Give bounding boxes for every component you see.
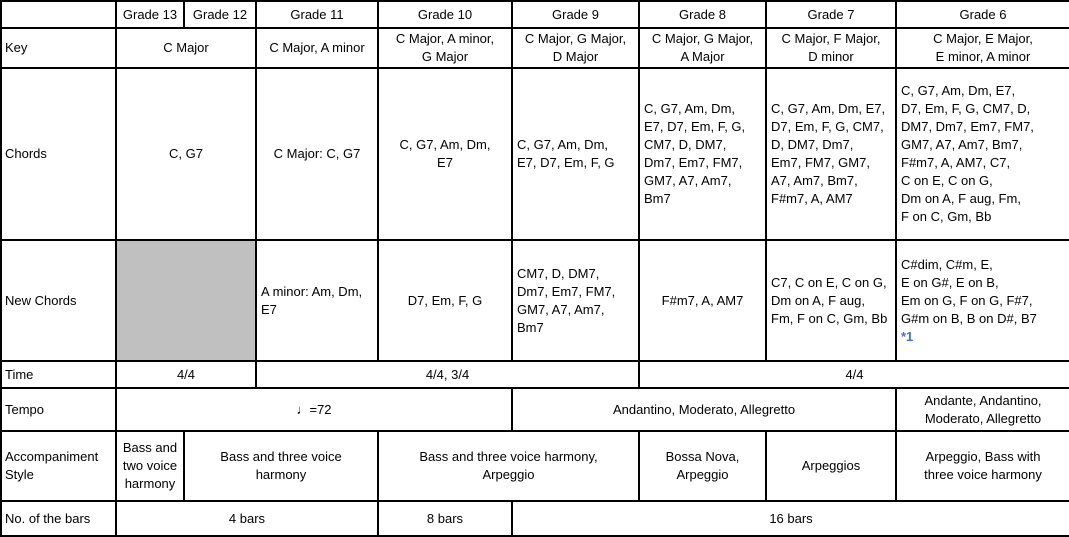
cell-accomp-g10-g9: Bass and three voice harmony, Arpeggio — [377, 430, 640, 502]
row-label-time: Time — [0, 360, 117, 389]
cell-new-chords-g13-g12-empty — [115, 239, 257, 362]
row-label-tempo: Tempo — [0, 387, 117, 432]
cell-chords-g9: C, G7, Am, Dm, E7, D7, Em, F, G — [511, 67, 640, 241]
cell-accomp-g6: Arpeggio, Bass with three voice harmony — [895, 430, 1069, 502]
cell-bars-g10: 8 bars — [377, 500, 513, 537]
row-label-number-of-bars: No. of the bars — [0, 500, 117, 537]
header-grade-10: Grade 10 — [377, 0, 513, 29]
cell-chords-g13-g12: C, G7 — [115, 67, 257, 241]
new-chords-g6-text: C#dim, C#m, E, E on G#, E on B, Em on G,… — [901, 256, 1037, 326]
cell-chords-g6: C, G7, Am, Dm, E7, D7, Em, F, G, CM7, D,… — [895, 67, 1069, 241]
cell-accomp-g8: Bossa Nova, Arpeggio — [638, 430, 767, 502]
header-grade-11: Grade 11 — [255, 0, 379, 29]
cell-accomp-g13: Bass and two voice harmony — [115, 430, 185, 502]
cell-new-chords-g9: CM7, D, DM7, Dm7, Em7, FM7, GM7, A7, Am7… — [511, 239, 640, 362]
cell-bars-g13-g11: 4 bars — [115, 500, 379, 537]
footnote-ref-1: *1 — [901, 328, 914, 344]
cell-key-g6: C Major, E Major, E minor, A minor — [895, 27, 1069, 69]
table-row-header: Grade 13 Grade 12 Grade 11 Grade 10 Grad… — [0, 0, 1069, 29]
cell-key-g10: C Major, A minor, G Major — [377, 27, 513, 69]
cell-key-g11: C Major, A minor — [255, 27, 379, 69]
table-row-number-of-bars: No. of the bars 4 bars 8 bars 16 bars — [0, 500, 1069, 537]
row-label-new-chords: New Chords — [0, 239, 117, 362]
cell-bars-g9-g6: 16 bars — [511, 500, 1069, 537]
header-grade-6: Grade 6 — [895, 0, 1069, 29]
cell-time-g11-g9: 4/4, 3/4 — [255, 360, 640, 389]
cell-chords-g11: C Major: C, G7 — [255, 67, 379, 241]
cell-key-g7: C Major, F Major, D minor — [765, 27, 897, 69]
cell-new-chords-g7: C7, C on E, C on G, Dm on A, F aug, Fm, … — [765, 239, 897, 362]
row-label-accompaniment-style: Accompaniment Style — [0, 430, 117, 502]
table-row-new-chords: New Chords A minor: Am, Dm, E7 D7, Em, F… — [0, 239, 1069, 362]
cell-accomp-g7: Arpeggios — [765, 430, 897, 502]
cell-key-g8: C Major, G Major, A Major — [638, 27, 767, 69]
table-row-accompaniment-style: Accompaniment Style Bass and two voice h… — [0, 430, 1069, 502]
cell-chords-g7: C, G7, Am, Dm, E7, D7, Em, F, G, CM7, D,… — [765, 67, 897, 241]
cell-time-g8-g6: 4/4 — [638, 360, 1069, 389]
cell-tempo-g6: Andante, Andantino, Moderato, Allegretto — [895, 387, 1069, 432]
cell-tempo-g9-g7: Andantino, Moderato, Allegretto — [511, 387, 897, 432]
cell-tempo-g13-g10: ♩=72 — [115, 387, 513, 432]
header-grade-12: Grade 12 — [183, 0, 257, 29]
cell-accomp-g12-g11: Bass and three voice harmony — [183, 430, 379, 502]
table-row-tempo: Tempo ♩=72 Andantino, Moderato, Allegret… — [0, 387, 1069, 432]
table-row-chords: Chords C, G7 C Major: C, G7 C, G7, Am, D… — [0, 67, 1069, 241]
row-label-key: Key — [0, 27, 117, 69]
table-row-time: Time 4/4 4/4, 3/4 4/4 — [0, 360, 1069, 389]
cell-chords-g10: C, G7, Am, Dm, E7 — [377, 67, 513, 241]
header-grade-13: Grade 13 — [115, 0, 185, 29]
cell-key-g13-g12: C Major — [115, 27, 257, 69]
cell-new-chords-g11: A minor: Am, Dm, E7 — [255, 239, 379, 362]
table-row-key: Key C Major C Major, A minor C Major, A … — [0, 27, 1069, 69]
cell-key-g9: C Major, G Major, D Major — [511, 27, 640, 69]
cell-new-chords-g6: C#dim, C#m, E, E on G#, E on B, Em on G,… — [895, 239, 1069, 362]
header-grade-9: Grade 9 — [511, 0, 640, 29]
corner-cell — [0, 0, 117, 29]
cell-time-g13-g12: 4/4 — [115, 360, 257, 389]
header-grade-8: Grade 8 — [638, 0, 767, 29]
cell-chords-g8: C, G7, Am, Dm, E7, D7, Em, F, G, CM7, D,… — [638, 67, 767, 241]
cell-new-chords-g10: D7, Em, F, G — [377, 239, 513, 362]
cell-new-chords-g8: F#m7, A, AM7 — [638, 239, 767, 362]
row-label-chords: Chords — [0, 67, 117, 241]
header-grade-7: Grade 7 — [765, 0, 897, 29]
